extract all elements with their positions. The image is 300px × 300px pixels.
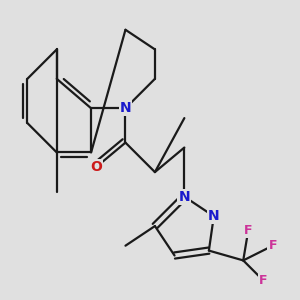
Text: F: F [259, 274, 267, 286]
Text: O: O [90, 160, 102, 174]
Text: F: F [244, 224, 252, 238]
Text: N: N [120, 101, 131, 115]
Text: N: N [178, 190, 190, 204]
Text: N: N [208, 209, 220, 223]
Text: F: F [268, 239, 277, 252]
